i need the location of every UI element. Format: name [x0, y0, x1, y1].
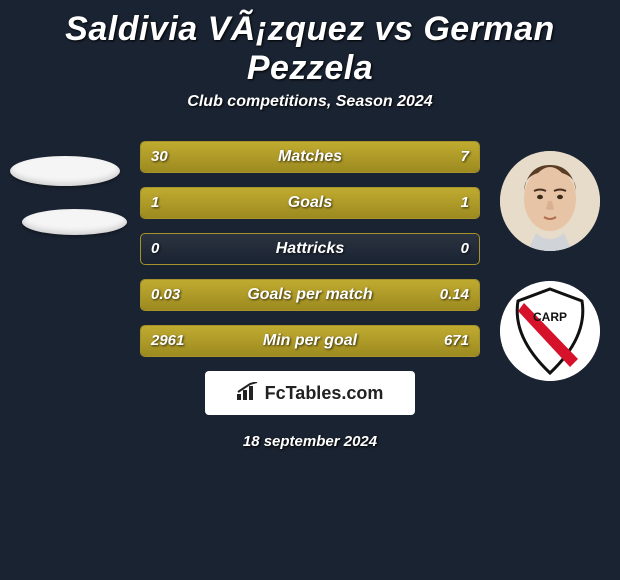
stat-label: Matches [141, 142, 479, 172]
svg-text:CARP: CARP [533, 310, 567, 324]
stat-row: 0 Hattricks 0 [140, 233, 480, 265]
stat-row: 0.03 Goals per match 0.14 [140, 279, 480, 311]
stat-row: 1 Goals 1 [140, 187, 480, 219]
stat-label: Goals per match [141, 280, 479, 310]
page-subtitle: Club competitions, Season 2024 [10, 93, 610, 141]
page-title: Saldivia VÃ¡zquez vs German Pezzela [10, 0, 610, 93]
comparison-card: Saldivia VÃ¡zquez vs German Pezzela Club… [0, 0, 620, 450]
stat-label: Hattricks [141, 234, 479, 264]
player-right-club-badge: CARP [500, 281, 600, 381]
player-right-avatar [500, 151, 600, 251]
stat-row: 30 Matches 7 [140, 141, 480, 173]
player-left-club-placeholder [22, 209, 127, 235]
club-badge-icon: CARP [500, 281, 600, 381]
date-label: 18 september 2024 [10, 415, 610, 450]
stat-value-right: 671 [444, 326, 469, 356]
stat-value-right: 7 [461, 142, 469, 172]
brand-link[interactable]: FcTables.com [205, 371, 415, 415]
brand-chart-icon [237, 382, 259, 405]
stats-list: 30 Matches 7 1 Goals 1 0 Hattricks 0 [140, 141, 480, 357]
player-left-avatar [10, 156, 120, 186]
comparison-body: CARP 30 Matches 7 1 Goals 1 0 [10, 141, 610, 450]
stat-value-right: 1 [461, 188, 469, 218]
stat-label: Min per goal [141, 326, 479, 356]
stat-value-right: 0 [461, 234, 469, 264]
stat-row: 2961 Min per goal 671 [140, 325, 480, 357]
player-face-icon [500, 151, 600, 251]
stat-label: Goals [141, 188, 479, 218]
stat-value-right: 0.14 [440, 280, 469, 310]
brand-label: FcTables.com [265, 383, 384, 404]
